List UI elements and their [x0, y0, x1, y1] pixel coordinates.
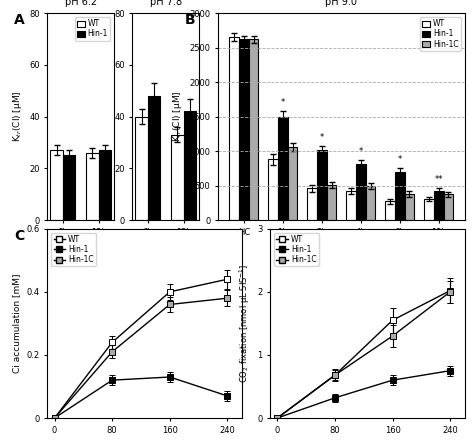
Bar — [424, 199, 434, 220]
Bar — [148, 96, 160, 220]
Bar — [183, 111, 196, 220]
Legend: WT, Hin-1, Hin-1C: WT, Hin-1, Hin-1C — [274, 233, 319, 267]
Bar — [434, 191, 444, 220]
Bar — [327, 185, 337, 220]
Text: *: * — [359, 147, 363, 156]
Text: **: ** — [435, 175, 443, 184]
Bar — [307, 188, 317, 220]
Text: *: * — [398, 155, 402, 164]
Bar — [356, 164, 365, 220]
Y-axis label: Ci accumulation [mM]: Ci accumulation [mM] — [12, 274, 21, 373]
Bar — [239, 40, 249, 220]
Bar — [229, 37, 239, 220]
Bar — [385, 202, 395, 220]
Title: pH 6.2: pH 6.2 — [65, 0, 97, 7]
Bar — [395, 172, 405, 220]
Text: A: A — [14, 13, 25, 27]
Bar — [444, 194, 453, 220]
Y-axis label: CO$_2$ fixation [nmol μL SIS$^{-1}$]: CO$_2$ fixation [nmol μL SIS$^{-1}$] — [237, 264, 252, 383]
Legend: WT, Hin-1, Hin-1C: WT, Hin-1, Hin-1C — [420, 17, 461, 51]
Bar — [288, 147, 298, 220]
Bar — [405, 194, 414, 220]
Title: pH 7.8: pH 7.8 — [150, 0, 182, 7]
Text: C: C — [14, 229, 25, 243]
Text: *: * — [281, 98, 285, 107]
Bar — [50, 150, 63, 220]
Legend: WT, Hin-1: WT, Hin-1 — [75, 17, 110, 41]
Bar — [63, 155, 75, 220]
Title: pH 9.0: pH 9.0 — [325, 0, 357, 7]
Y-axis label: K$_{tr}$(Cl) [μM]: K$_{tr}$(Cl) [μM] — [171, 91, 184, 143]
Bar — [317, 150, 327, 220]
Bar — [99, 150, 111, 220]
Bar — [171, 135, 183, 220]
Legend: WT, Hin-1, Hin-1C: WT, Hin-1, Hin-1C — [51, 233, 96, 267]
Y-axis label: K$_{tr}$(Cl) [μM]: K$_{tr}$(Cl) [μM] — [10, 91, 24, 143]
Text: B: B — [185, 13, 195, 27]
Text: *: * — [319, 133, 324, 142]
Bar — [346, 191, 356, 220]
Bar — [278, 117, 288, 220]
Bar — [268, 159, 278, 220]
Bar — [136, 117, 148, 220]
Bar — [86, 153, 99, 220]
Bar — [249, 40, 258, 220]
Bar — [365, 186, 375, 220]
